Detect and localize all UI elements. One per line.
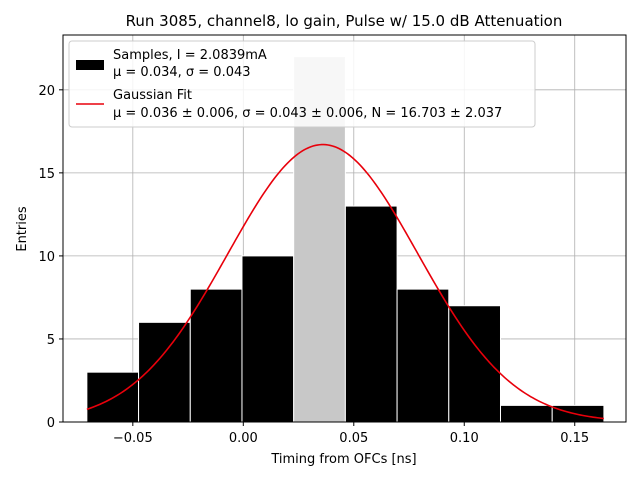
y-tick-label-2: 10 bbox=[38, 250, 55, 265]
x-tick-label-2: 0.05 bbox=[339, 431, 368, 446]
x-tick-label-4: 0.15 bbox=[560, 431, 589, 446]
histogram-bar-8 bbox=[499, 404, 553, 423]
plot-frame bbox=[62, 34, 627, 423]
legend-histogram-swatch bbox=[76, 60, 104, 70]
legend-fit-label: Gaussian Fit bbox=[113, 88, 192, 103]
chart-title: Run 3085, channel8, lo gain, Pulse w/ 15… bbox=[126, 12, 563, 30]
y-axis-label: Entries bbox=[15, 206, 30, 252]
histogram-bar-5 bbox=[344, 205, 398, 423]
x-axis-label: Timing from OFCs [ns] bbox=[270, 452, 416, 467]
y-tick-label-4: 20 bbox=[38, 84, 55, 99]
y-tick-label-1: 5 bbox=[47, 333, 55, 348]
legend-fit-stats: μ = 0.036 ± 0.006, σ = 0.043 ± 0.006, N … bbox=[113, 106, 502, 121]
x-tick-label-0: −0.05 bbox=[113, 431, 153, 446]
x-tick-label-3: 0.10 bbox=[450, 431, 479, 446]
y-tick-label-3: 15 bbox=[38, 167, 55, 182]
y-tick-label-0: 0 bbox=[47, 416, 55, 431]
legend-histogram-label: Samples, I = 2.0839mA bbox=[113, 48, 267, 63]
histogram-bar-2 bbox=[189, 288, 243, 423]
gaussian-fit-curve bbox=[86, 143, 604, 420]
legend-histogram-stats: μ = 0.034, σ = 0.043 bbox=[113, 65, 251, 80]
histogram-bar-3 bbox=[241, 255, 295, 423]
histogram-bar-6 bbox=[396, 288, 450, 423]
histogram-bar-7 bbox=[448, 305, 501, 423]
x-axis-ticks: −0.05 0.00 0.05 0.10 0.15 bbox=[113, 422, 589, 446]
y-axis-ticks: 0 5 10 15 20 bbox=[38, 84, 63, 431]
legend: Samples, I = 2.0839mA μ = 0.034, σ = 0.0… bbox=[68, 40, 536, 128]
x-tick-label-1: 0.00 bbox=[229, 431, 258, 446]
legend-box bbox=[68, 40, 536, 128]
